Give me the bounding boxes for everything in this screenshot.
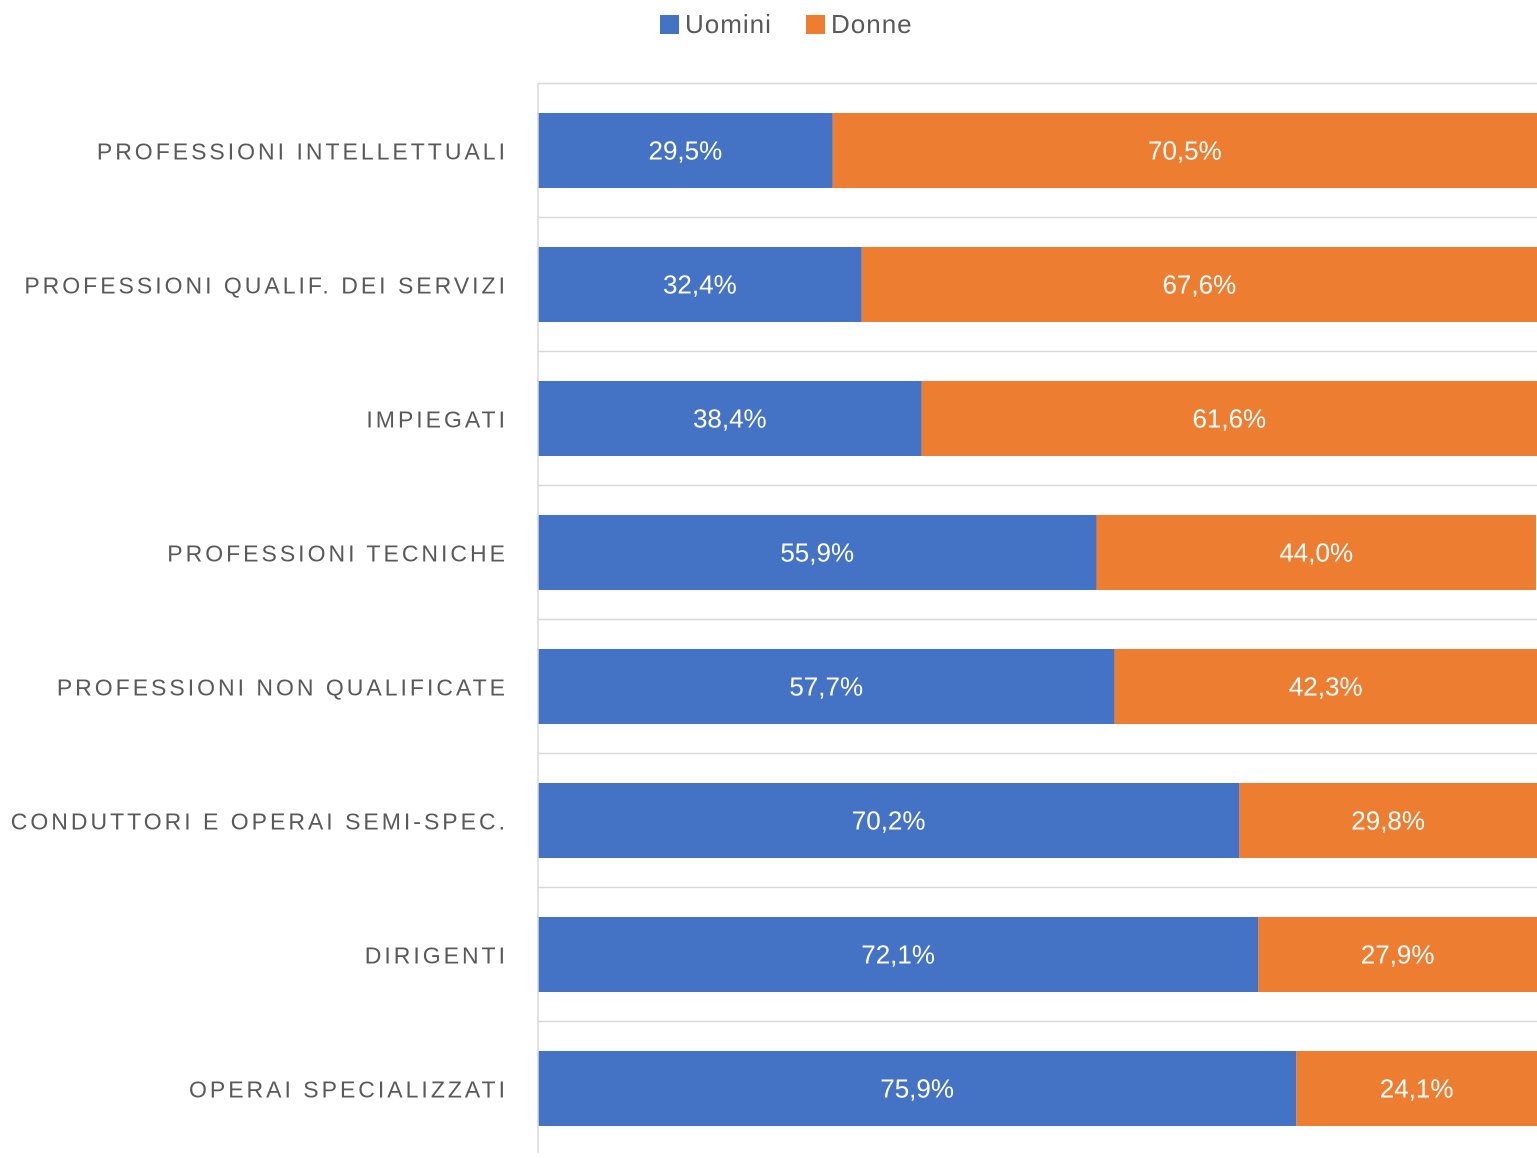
bar-donne-professioni-qualif-dei-servizi (861, 247, 1537, 322)
data-label-donne-impiegati: 61,6% (1192, 404, 1266, 434)
data-label-uomini-professioni-tecniche: 55,9% (780, 538, 854, 568)
category-label-professioni-intellettuali: PROFESSIONI INTELLETTUALI (97, 139, 508, 165)
data-label-uomini-conduttori-e-operai-semi-spec: 70,2% (852, 806, 926, 836)
bar-donne-professioni-intellettuali (832, 113, 1537, 188)
bar-uomini-impiegati (538, 381, 922, 456)
data-label-donne-professioni-intellettuali: 70,5% (1148, 136, 1222, 166)
legend-label-donne: Donne (831, 9, 913, 39)
legend: Uomini Donne (660, 9, 913, 39)
bars: 29,5% 70,5% 32,4% 67,6% 38,4% 61,6% 55,9% 44,0%… (538, 113, 1537, 1126)
data-label-uomini-professioni-qualif-dei-servizi: 32,4% (663, 270, 737, 300)
bar-uomini-conduttori-e-operai-semi-spec (538, 783, 1240, 858)
bar-uomini-dirigenti (538, 917, 1259, 992)
bar-donne-operai-specializzati (1296, 1051, 1537, 1126)
category-label-dirigenti: DIRIGENTI (365, 943, 508, 969)
legend-swatch-donne (806, 15, 825, 34)
category-label-professioni-tecniche: PROFESSIONI TECNICHE (167, 541, 508, 567)
data-label-donne-professioni-non-qualificate: 42,3% (1289, 672, 1363, 702)
legend-label-uomini: Uomini (685, 9, 772, 39)
legend-swatch-uomini (660, 15, 679, 34)
data-label-donne-professioni-tecniche: 44,0% (1279, 538, 1353, 568)
data-label-uomini-professioni-non-qualificate: 57,7% (789, 672, 863, 702)
data-label-donne-professioni-qualif-dei-servizi: 67,6% (1162, 270, 1236, 300)
category-labels: PROFESSIONI INTELLETTUALI PROFESSIONI QUA… (11, 139, 508, 1103)
data-label-uomini-professioni-intellettuali: 29,5% (648, 136, 722, 166)
bar-uomini-professioni-qualif-dei-servizi (538, 247, 862, 322)
bar-donne-conduttori-e-operai-semi-spec (1239, 783, 1537, 858)
category-label-impiegati: IMPIEGATI (366, 407, 508, 433)
category-label-conduttori-e-operai-semi-spec: CONDUTTORI E OPERAI SEMI-SPEC. (11, 809, 508, 835)
data-label-donne-conduttori-e-operai-semi-spec: 29,8% (1351, 806, 1425, 836)
bar-donne-impiegati (921, 381, 1537, 456)
bar-donne-professioni-tecniche (1096, 515, 1537, 590)
data-label-uomini-operai-specializzati: 75,9% (880, 1074, 954, 1104)
bar-donne-professioni-non-qualificate (1114, 649, 1537, 724)
data-label-uomini-impiegati: 38,4% (693, 404, 767, 434)
category-label-professioni-qualif-dei-servizi: PROFESSIONI QUALIF. DEI SERVIZI (24, 273, 508, 299)
bar-uomini-professioni-non-qualificate (538, 649, 1115, 724)
data-label-uomini-dirigenti: 72,1% (861, 940, 935, 970)
data-label-donne-dirigenti: 27,9% (1361, 940, 1435, 970)
bar-donne-dirigenti (1258, 917, 1537, 992)
bar-uomini-professioni-intellettuali (538, 113, 833, 188)
bar-uomini-professioni-tecniche (538, 515, 1097, 590)
bar-uomini-operai-specializzati (538, 1051, 1297, 1126)
gridlines (538, 82, 1537, 1023)
data-label-donne-operai-specializzati: 24,1% (1380, 1074, 1454, 1104)
category-label-operai-specializzati: OPERAI SPECIALIZZATI (189, 1077, 508, 1103)
category-label-professioni-non-qualificate: PROFESSIONI NON QUALIFICATE (57, 675, 508, 701)
